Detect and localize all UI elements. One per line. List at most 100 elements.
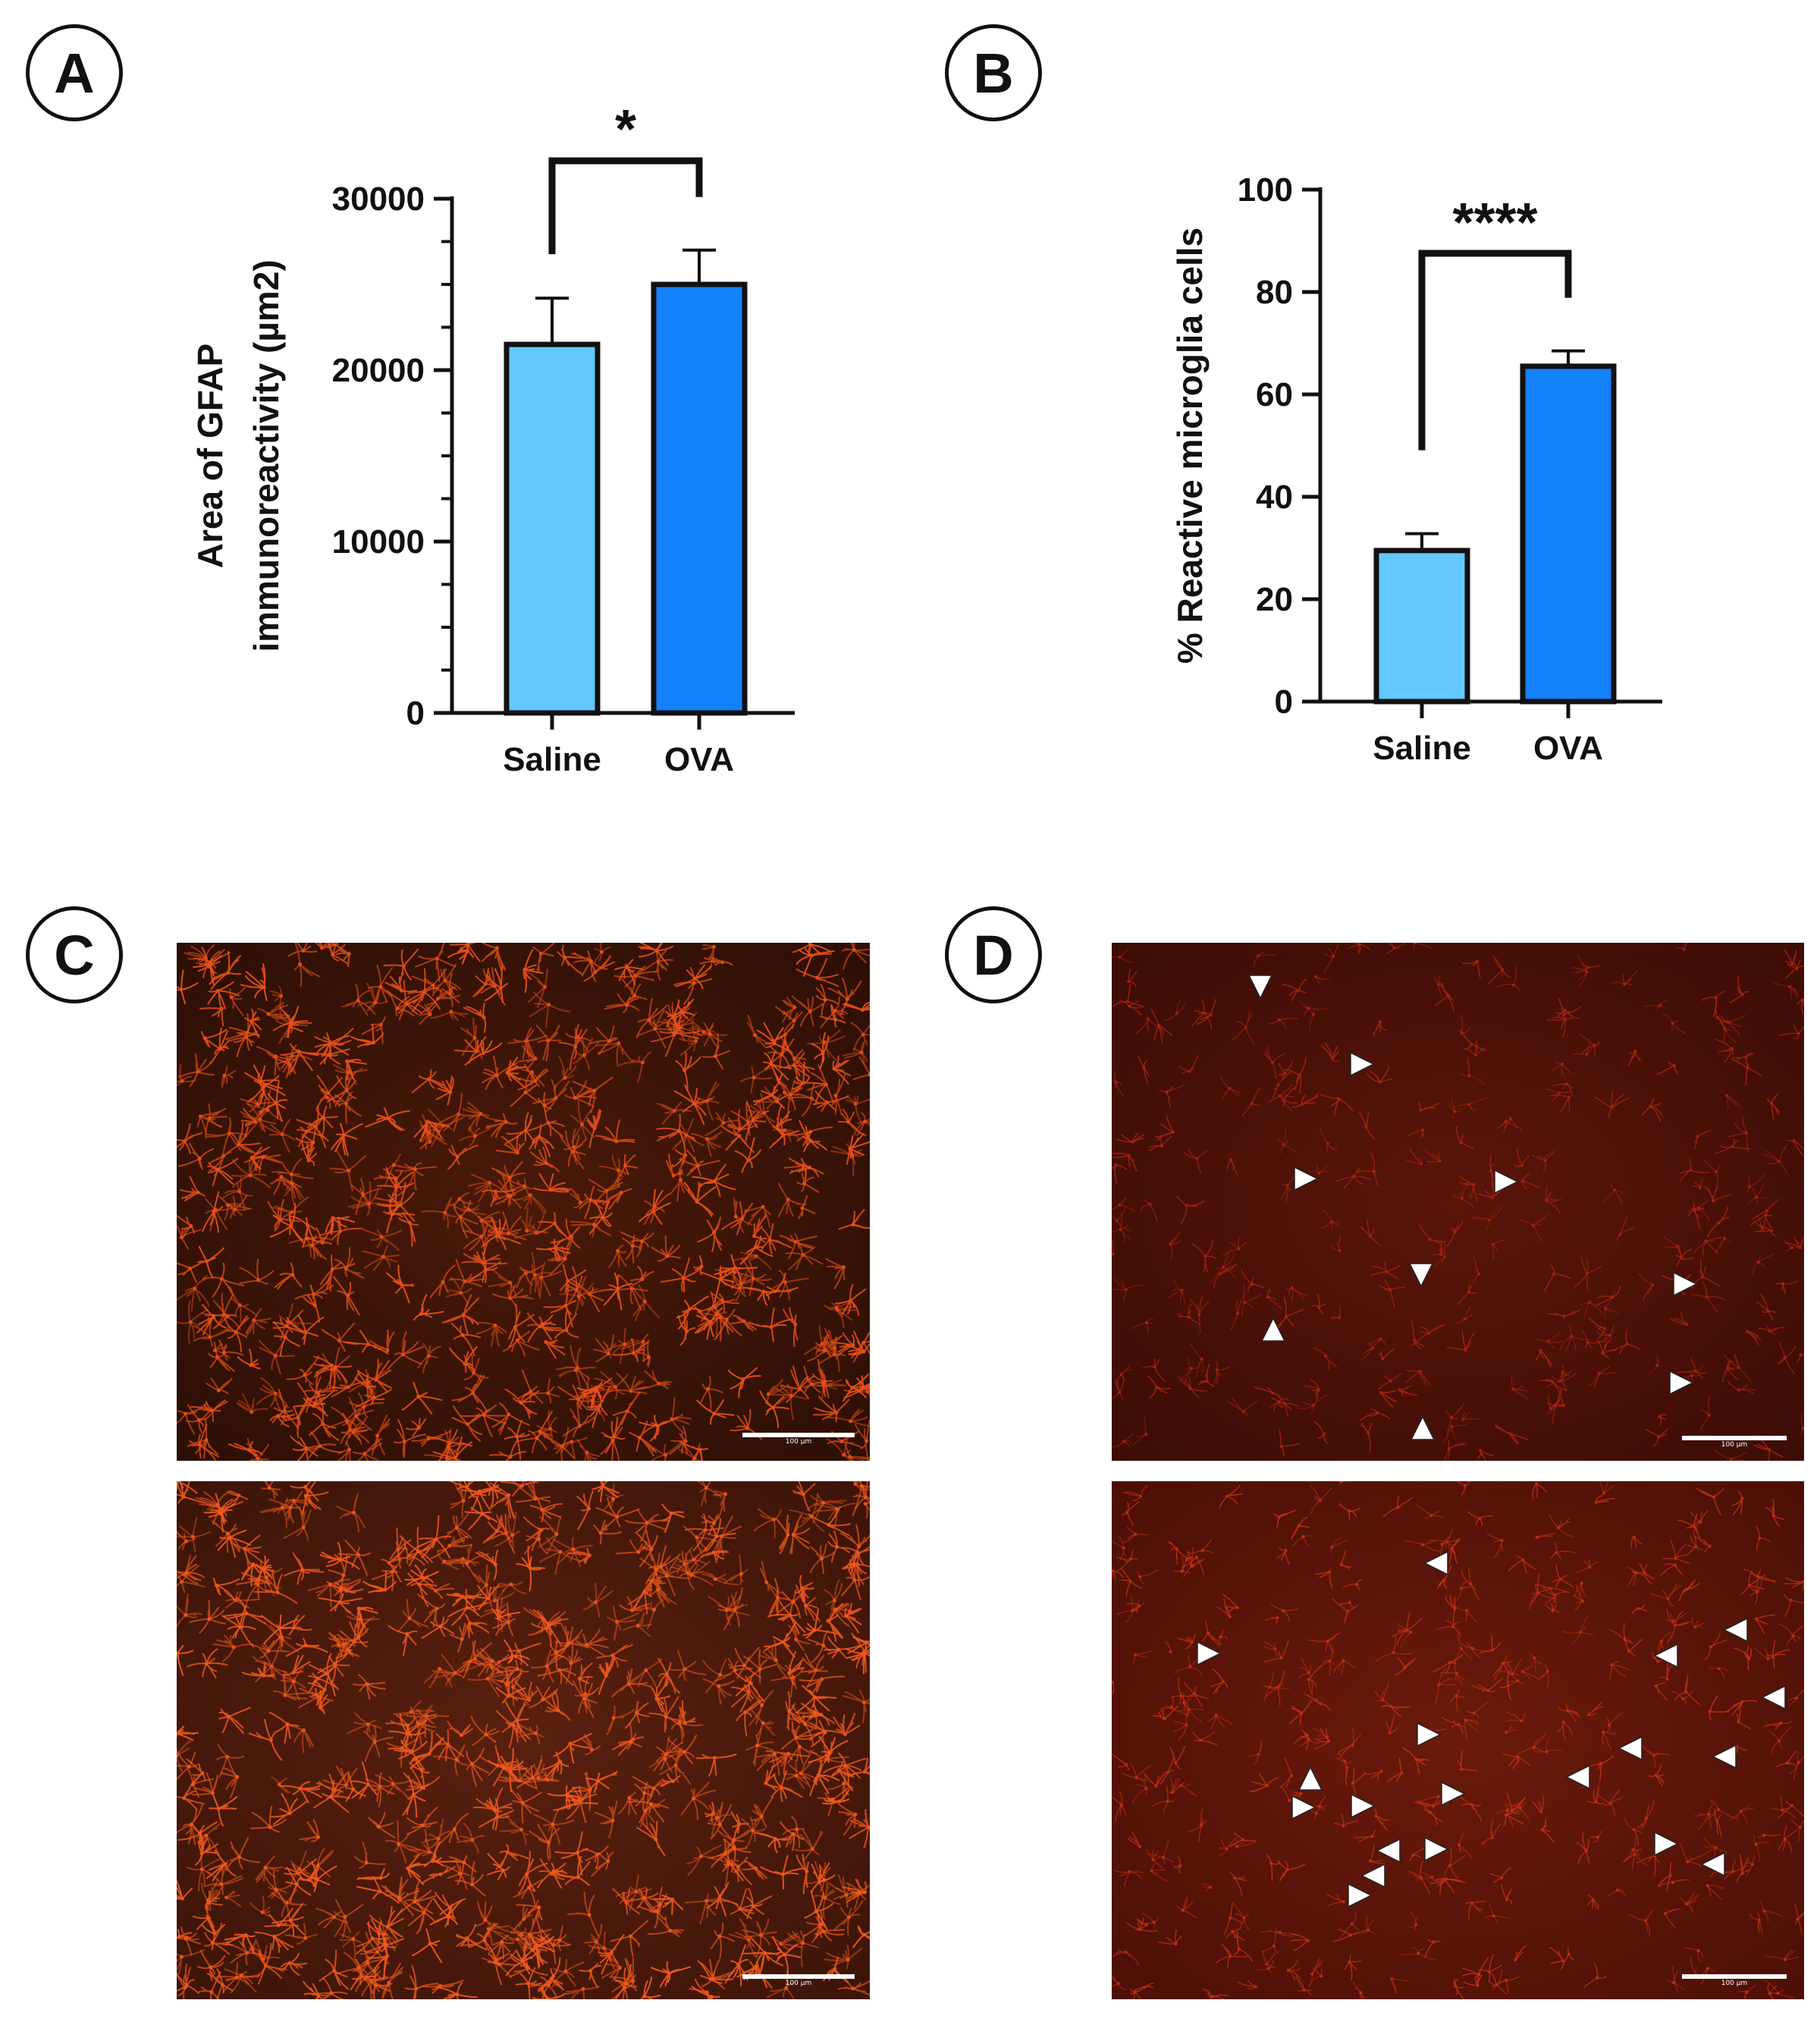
cell-process	[700, 1550, 730, 1563]
cell-body	[558, 1550, 563, 1554]
cell-process	[1373, 1682, 1399, 1711]
cell-body	[416, 1394, 421, 1399]
cell-body	[184, 1612, 188, 1617]
cell-body	[1215, 1368, 1219, 1372]
cell-body	[1128, 1154, 1131, 1157]
cell-body	[783, 1280, 787, 1284]
cell-body	[362, 1405, 366, 1409]
cell-process	[484, 964, 509, 1003]
cell-body	[832, 1352, 836, 1357]
cell-process	[1144, 1848, 1164, 1870]
cell-body	[1439, 1253, 1443, 1257]
cell-body	[817, 1880, 821, 1885]
cell-process	[714, 1254, 758, 1280]
cell-body	[338, 1229, 343, 1233]
cell-body	[630, 1244, 635, 1248]
cell-body	[1228, 1615, 1232, 1619]
cell-process	[429, 1898, 463, 1926]
cell-body	[396, 1547, 400, 1552]
cell-process	[518, 1369, 544, 1405]
cell-process	[1726, 1700, 1758, 1716]
cell-body	[480, 1512, 485, 1516]
cell-process	[274, 1013, 309, 1044]
cell-process	[613, 959, 644, 985]
cell-process	[1774, 1280, 1800, 1294]
cell-body	[1124, 1288, 1128, 1292]
cell-body	[1457, 1722, 1461, 1726]
cell-body	[1768, 1330, 1771, 1333]
cell-process	[694, 1306, 723, 1340]
cell-body	[852, 1578, 857, 1582]
cell-body	[1501, 968, 1505, 972]
cell-process	[781, 1721, 819, 1750]
cell-body	[711, 1304, 716, 1308]
cell-body	[329, 1991, 334, 1995]
cell-body	[1175, 1012, 1178, 1016]
cell-process	[1269, 1398, 1288, 1412]
cell-process	[1680, 1843, 1702, 1867]
cell-body	[448, 991, 452, 996]
cell-body	[1197, 1313, 1201, 1317]
cell-process	[267, 1198, 300, 1232]
cell-body	[412, 1792, 416, 1797]
cell-process	[582, 1845, 610, 1870]
cell-body	[773, 1836, 777, 1841]
cell-body	[1531, 1223, 1535, 1227]
cell-body	[387, 1980, 391, 1985]
cell-process	[1719, 1018, 1737, 1044]
cell-body	[1792, 1139, 1796, 1142]
cell-process	[673, 1132, 686, 1168]
cell-body	[683, 1153, 688, 1157]
cell-process	[1404, 1370, 1431, 1386]
cell-body	[1371, 1346, 1375, 1350]
cell-body	[1326, 1142, 1329, 1145]
cell-body	[427, 1077, 431, 1082]
cell-body	[316, 1835, 321, 1839]
cell-process	[1666, 1609, 1690, 1644]
cell-body	[422, 1911, 426, 1915]
cell-process	[490, 1581, 527, 1595]
cell-body	[1447, 1447, 1451, 1451]
cell-body	[177, 1651, 180, 1656]
cell-body	[1436, 983, 1440, 987]
cell-body	[1305, 1733, 1309, 1737]
cell-process	[507, 1642, 541, 1666]
cell-process	[1731, 1053, 1754, 1069]
cell-body	[1297, 988, 1301, 992]
cell-process	[606, 1705, 635, 1735]
cell-body	[1701, 1275, 1704, 1279]
cell-body	[261, 1566, 265, 1571]
cell-body	[844, 1893, 849, 1897]
cell-body	[741, 1377, 745, 1381]
cell-body	[318, 1705, 322, 1710]
cell-body	[1283, 1402, 1287, 1405]
cell-body	[1602, 1491, 1605, 1495]
cell-body	[495, 946, 499, 950]
cell-process	[177, 1879, 193, 1900]
cell-body	[204, 1662, 209, 1666]
cell-process	[454, 1860, 486, 1897]
cell-process	[731, 1314, 758, 1332]
cell-process	[635, 1529, 659, 1568]
cell-body	[1225, 1847, 1228, 1851]
cell-body	[1437, 1683, 1440, 1687]
cell-body	[1535, 1535, 1539, 1539]
cell-body	[642, 1895, 646, 1900]
cell-process	[758, 1639, 789, 1678]
cell-process	[1427, 1528, 1456, 1555]
cell-process	[253, 1568, 298, 1604]
cell-body	[1396, 1506, 1400, 1509]
cell-body	[1174, 1761, 1178, 1765]
cell-body	[438, 1624, 443, 1628]
cell-body	[346, 1070, 350, 1075]
cell-process	[760, 1854, 806, 1890]
cell-body	[1350, 1922, 1354, 1926]
cell-body	[330, 1267, 334, 1271]
cell-process	[1765, 1640, 1791, 1669]
cell-body	[1116, 1982, 1120, 1986]
cell-body	[1188, 1386, 1192, 1390]
cell-process	[1310, 1486, 1332, 1515]
cell-body	[530, 1070, 535, 1074]
cell-body	[517, 1649, 522, 1653]
